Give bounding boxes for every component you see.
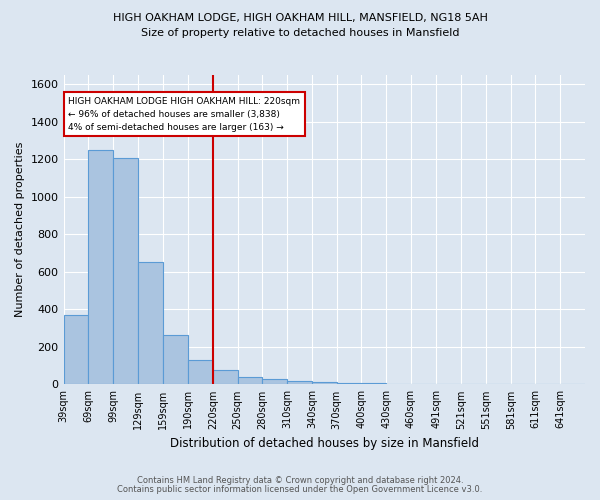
Bar: [238, 377, 262, 384]
Bar: [188, 360, 213, 384]
Bar: [163, 334, 188, 384]
Bar: [213, 370, 238, 384]
Bar: [287, 381, 312, 384]
Text: HIGH OAKHAM LODGE HIGH OAKHAM HILL: 220sqm
← 96% of detached houses are smaller : HIGH OAKHAM LODGE HIGH OAKHAM HILL: 220s…: [68, 96, 301, 132]
Bar: [113, 158, 138, 384]
Bar: [361, 382, 386, 384]
Bar: [337, 383, 361, 384]
Text: Size of property relative to detached houses in Mansfield: Size of property relative to detached ho…: [141, 28, 459, 38]
Bar: [262, 379, 287, 384]
Y-axis label: Number of detached properties: Number of detached properties: [15, 142, 25, 318]
Text: HIGH OAKHAM LODGE, HIGH OAKHAM HILL, MANSFIELD, NG18 5AH: HIGH OAKHAM LODGE, HIGH OAKHAM HILL, MAN…: [113, 12, 487, 22]
Bar: [312, 382, 337, 384]
X-axis label: Distribution of detached houses by size in Mansfield: Distribution of detached houses by size …: [170, 437, 479, 450]
Text: Contains public sector information licensed under the Open Government Licence v3: Contains public sector information licen…: [118, 485, 482, 494]
Bar: [138, 262, 163, 384]
Bar: [64, 315, 88, 384]
Text: Contains HM Land Registry data © Crown copyright and database right 2024.: Contains HM Land Registry data © Crown c…: [137, 476, 463, 485]
Bar: [88, 150, 113, 384]
